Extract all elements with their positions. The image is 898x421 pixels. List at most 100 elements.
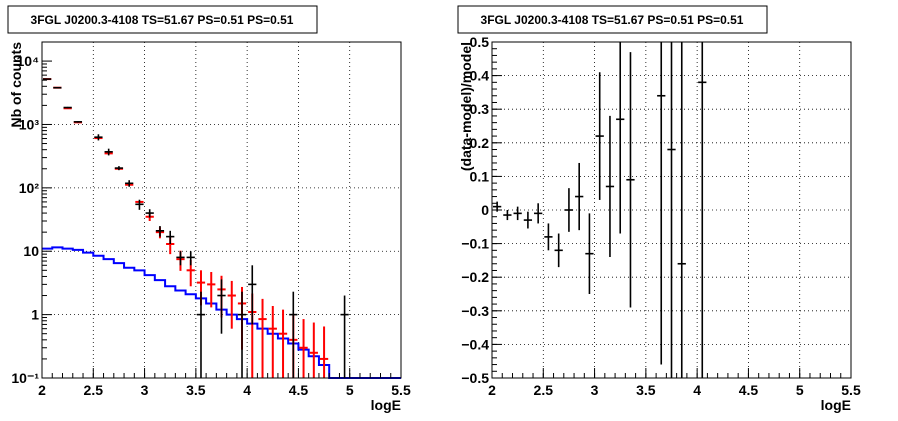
left-plot-frame <box>41 41 402 379</box>
left-data-point <box>155 226 165 237</box>
right-ticks <box>491 41 852 379</box>
right-chart-title: 3FGL J0200.3-4108 TS=51.67 PS=0.51 PS=0.… <box>481 13 744 27</box>
right-grid <box>492 42 851 378</box>
left-data-point <box>135 199 144 210</box>
left-y-tick-label: 1 <box>31 307 39 323</box>
right-title-box <box>457 5 768 34</box>
right-y-tick-label: 0.2 <box>470 135 490 151</box>
left-grid <box>42 42 401 378</box>
right-x-tick-label: 5 <box>796 382 804 398</box>
left-x-tick-label: 2.5 <box>84 382 104 398</box>
left-x-tick-label: 5 <box>346 382 354 398</box>
right-x-tick-label: 2.5 <box>534 382 554 398</box>
left-y-tick-label: 10³ <box>19 116 40 132</box>
left-x-tick-label: 4 <box>243 382 251 398</box>
right-x-tick-label: 2 <box>488 382 496 398</box>
right-y-tick-label: 0.4 <box>470 68 490 84</box>
left-y-tick-label: 10 <box>23 243 39 259</box>
left-data-point <box>176 251 185 266</box>
left-x-tick-label: 2 <box>38 382 46 398</box>
left-ticks <box>41 60 402 379</box>
left-model-point <box>309 322 318 378</box>
right-residual-point <box>564 188 574 232</box>
right-y-tick-label: 0.1 <box>470 168 490 184</box>
left-data-layer <box>43 78 349 378</box>
left-component-histogram <box>42 246 401 379</box>
left-data-point <box>340 295 349 378</box>
left-x-tick-label: 5.5 <box>391 382 411 398</box>
left-data-point <box>196 291 206 378</box>
right-x-tick-label: 3 <box>591 382 599 398</box>
right-x-tick-label: 4.5 <box>739 382 759 398</box>
left-data-point <box>104 148 113 156</box>
left-y-tick-label: 10⁴ <box>17 53 40 69</box>
left-y-axis-title: Nb of counts <box>8 42 24 128</box>
left-data-point <box>186 251 195 266</box>
right-residual-point <box>667 42 676 378</box>
right-residual-point <box>616 42 625 234</box>
right-residual-point <box>657 42 666 365</box>
right-y-tick-label: 0.3 <box>470 101 490 117</box>
left-model-point <box>268 305 277 378</box>
right-y-tick-label: −0.1 <box>461 236 489 252</box>
right-residual-point <box>534 203 543 224</box>
left-data-point <box>145 209 154 218</box>
right-residual-point <box>503 210 512 221</box>
left-data-point <box>53 86 62 89</box>
left-x-tick-label: 3 <box>141 382 149 398</box>
left-chart-title: 3FGL J0200.3-4108 TS=51.67 PS=0.51 PS=0.… <box>31 13 294 27</box>
right-y-tick-label: 0 <box>481 202 489 218</box>
right-x-tick-label: 5.5 <box>841 382 861 398</box>
left-data-point <box>94 134 103 141</box>
left-title-box <box>7 5 318 34</box>
left-data-point <box>237 291 247 378</box>
left-y-tick-label: 10² <box>19 180 40 196</box>
right-x-tick-label: 3.5 <box>636 382 656 398</box>
left-data-point <box>73 121 83 123</box>
right-y-tick-label: −0.3 <box>461 303 489 319</box>
left-model-point <box>278 309 288 378</box>
right-data-layer <box>493 42 707 378</box>
left-model-point <box>227 280 236 329</box>
right-y-tick-label: −0.4 <box>461 336 489 352</box>
left-chart-panel: 2 2.5 3 3.5 4 4.5 5 5.5 10⁻¹ 1 10 10² 10³ 10⁴ logE Nb… <box>7 5 411 413</box>
right-residual-point <box>575 162 584 231</box>
right-residual-point <box>523 211 533 229</box>
right-residual-point <box>554 233 563 268</box>
left-data-point <box>217 279 226 334</box>
left-model-point <box>258 298 267 378</box>
left-x-tick-label: 3.5 <box>186 382 206 398</box>
left-data-point <box>289 291 298 378</box>
right-residual-point <box>626 52 635 308</box>
left-data-point <box>63 106 72 109</box>
right-y-tick-label: −0.2 <box>461 269 489 285</box>
left-model-point <box>207 272 216 308</box>
right-residual-point <box>677 42 686 378</box>
right-y-tick-label: 0.5 <box>470 34 490 50</box>
right-x-tick-label: 4 <box>693 382 701 398</box>
left-x-tick-label: 4.5 <box>289 382 309 398</box>
left-data-point <box>114 166 124 171</box>
left-data-point <box>43 78 52 80</box>
left-x-axis-title: logE <box>371 397 401 413</box>
left-data-point <box>125 180 134 187</box>
right-y-axis-title: (data-model)/model <box>458 42 474 171</box>
right-residual-point <box>605 115 615 258</box>
right-y-tick-label: −0.5 <box>461 370 489 386</box>
left-component-layer <box>42 246 401 379</box>
right-x-axis-title: logE <box>821 397 851 413</box>
right-residual-point <box>698 42 707 378</box>
left-model-point <box>319 326 329 378</box>
right-tick-labels: 2 2.5 3 3.5 4 4.5 5 5.5 −0.5 −0.4 −0.3 −0.2 −0.1 0 0.1… <box>461 34 861 398</box>
left-data-point <box>166 230 175 245</box>
left-tick-labels: 2 2.5 3 3.5 4 4.5 5 5.5 10⁻¹ 1 10 10² 10³ 10⁴ <box>11 53 411 398</box>
right-residual-point <box>585 213 594 294</box>
right-chart-panel: 2 2.5 3 3.5 4 4.5 5 5.5 −0.5 −0.4 −0.3 −0.2 −0.1 0 0.1… <box>457 5 861 413</box>
left-y-tick-label: 10⁻¹ <box>11 370 39 386</box>
left-model-point <box>299 319 308 378</box>
right-residual-point <box>595 72 604 200</box>
left-data-point <box>248 265 257 325</box>
right-residual-point <box>513 206 522 221</box>
right-residual-point <box>544 223 553 251</box>
